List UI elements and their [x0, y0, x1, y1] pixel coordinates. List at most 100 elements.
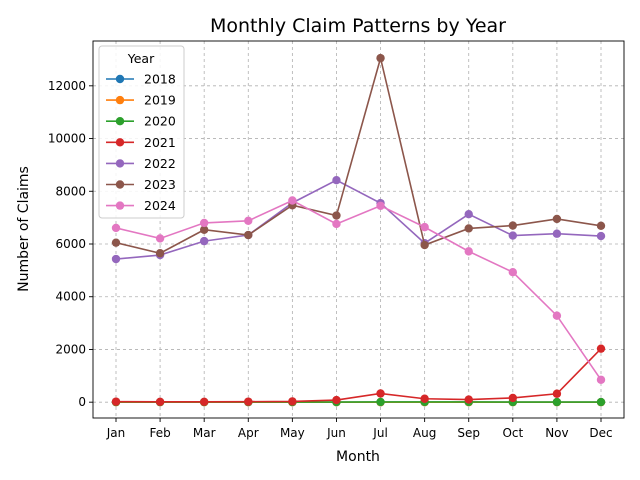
x-tick-label: Jun [326, 426, 346, 440]
y-tick-label: 10000 [48, 132, 86, 146]
series-2023 [111, 53, 606, 258]
legend-label: 2018 [144, 72, 176, 87]
series-layer [111, 53, 606, 407]
x-axis: Jan Feb Mar Apr May Jun Jul Aug Sep Oct Nov Dec [106, 418, 613, 440]
x-tick-label: Aug [413, 426, 436, 440]
data-point [199, 225, 209, 234]
data-point [552, 389, 562, 398]
legend-label: 2024 [144, 198, 176, 213]
series-2024 [111, 196, 606, 384]
legend-label: 2020 [144, 114, 176, 129]
data-point [508, 221, 518, 230]
data-point [552, 397, 562, 407]
data-point [111, 238, 121, 247]
data-point [199, 218, 209, 228]
x-tick-label: Jan [106, 426, 126, 440]
data-point [464, 210, 473, 219]
data-point [332, 395, 341, 405]
data-point [596, 231, 606, 241]
data-point [332, 176, 341, 185]
y-tick-label: 4000 [55, 290, 86, 304]
data-point [199, 236, 209, 246]
data-point [420, 240, 429, 250]
legend-title: Year [127, 51, 155, 66]
data-point [596, 344, 606, 353]
legend-label: 2019 [144, 93, 176, 108]
y-tick-label: 12000 [48, 79, 86, 93]
legend-item: 2022 [106, 156, 176, 171]
data-point [288, 196, 297, 205]
legend-items: 2018 2019 2020 2021 2022 2023 2024 [106, 72, 176, 213]
data-point [376, 389, 385, 398]
data-point [244, 397, 253, 406]
data-point [508, 393, 518, 403]
x-tick-label: Oct [502, 426, 523, 440]
legend-marker [115, 95, 125, 105]
series-2021 [111, 344, 606, 406]
series-line [115, 348, 602, 403]
data-point [508, 268, 518, 277]
x-tick-label: Nov [545, 426, 568, 440]
series-line [115, 179, 602, 260]
legend-marker [115, 180, 125, 189]
legend-label: 2023 [144, 177, 176, 192]
x-axis-label: Month [336, 449, 380, 465]
data-point [376, 53, 385, 63]
legend-marker [115, 201, 125, 210]
x-tick-label: Apr [238, 426, 259, 440]
y-axis: 0 2000 4000 6000 8000 10000 12000 [48, 79, 93, 409]
legend-marker [115, 74, 125, 84]
y-tick-label: 0 [78, 395, 86, 409]
data-point [199, 397, 209, 406]
series-line [115, 57, 602, 255]
data-point [155, 397, 165, 406]
data-point [464, 224, 473, 233]
data-point [508, 231, 518, 240]
legend-label: 2021 [144, 135, 176, 150]
data-point [332, 219, 341, 229]
y-axis-label: Number of Claims [16, 166, 32, 292]
plot-frame [92, 40, 625, 419]
data-point [596, 221, 606, 231]
legend-item: 2021 [106, 135, 176, 150]
data-point [111, 254, 121, 264]
data-point [376, 201, 385, 210]
legend-item: 2024 [106, 198, 176, 213]
y-tick-label: 6000 [55, 237, 86, 251]
legend-marker [115, 117, 125, 126]
data-point [244, 216, 253, 225]
data-point [244, 230, 253, 240]
data-point [552, 311, 562, 320]
series-line [115, 199, 602, 381]
data-point [596, 397, 606, 407]
data-point [420, 394, 429, 403]
data-point [420, 222, 429, 232]
x-tick-label: Feb [149, 426, 170, 440]
data-point [464, 247, 473, 256]
data-point [464, 395, 473, 404]
legend-item: 2020 [106, 114, 176, 129]
x-tick-label: Dec [589, 426, 612, 440]
data-point [288, 397, 297, 406]
data-point [155, 249, 165, 258]
chart-title: Monthly Claim Patterns by Year [210, 15, 506, 37]
data-point [332, 211, 341, 220]
y-tick-label: 8000 [55, 184, 86, 198]
x-tick-label: Sep [457, 426, 480, 440]
data-point [376, 397, 385, 407]
legend-marker [115, 138, 125, 147]
data-point [155, 234, 165, 243]
data-point [111, 223, 121, 233]
data-point [596, 375, 606, 384]
data-point [552, 214, 562, 224]
legend-label: 2022 [144, 156, 176, 171]
x-tick-label: Mar [193, 426, 216, 440]
y-tick-label: 2000 [55, 342, 86, 356]
legend-item: 2018 [106, 72, 176, 87]
x-tick-label: May [280, 426, 305, 440]
legend-item: 2019 [106, 93, 176, 108]
legend-box [98, 45, 185, 219]
data-point [111, 397, 121, 406]
